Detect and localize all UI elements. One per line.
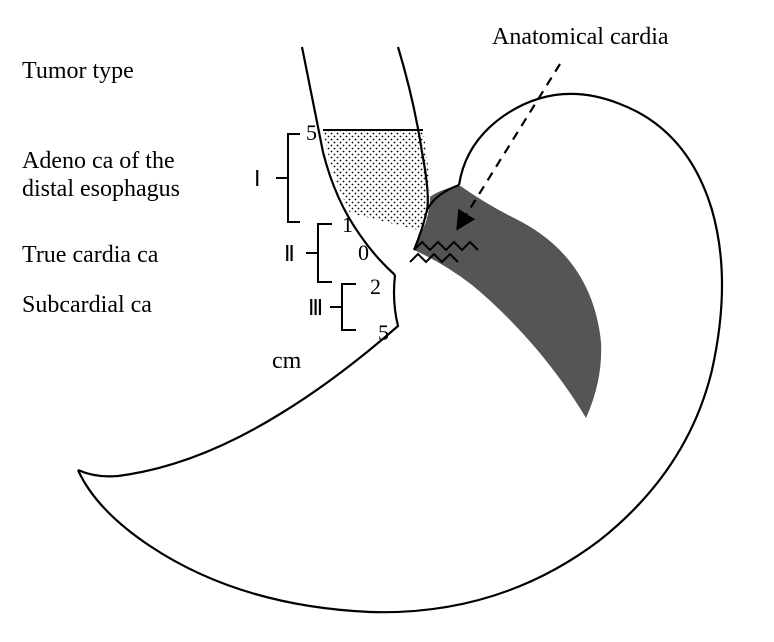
roman-3: Ⅲ bbox=[308, 295, 323, 320]
type-1-label: Adeno ca of the distal esophagus bbox=[22, 148, 181, 202]
tick-0: 0 bbox=[358, 240, 369, 265]
bracket-type-2 bbox=[306, 224, 332, 282]
tumor-type-header: Tumor type bbox=[22, 58, 134, 84]
roman-1: Ⅰ bbox=[254, 166, 261, 191]
region-shaded-lesser-curve bbox=[414, 185, 601, 418]
tick-5-below: 5 bbox=[378, 320, 389, 345]
tick-1: 1 bbox=[342, 212, 353, 237]
tick-2: 2 bbox=[370, 274, 381, 299]
region-type-1 bbox=[323, 130, 430, 231]
tick-5-above: 5 bbox=[306, 120, 317, 145]
units-label: cm bbox=[272, 348, 302, 374]
bracket-type-1 bbox=[276, 134, 300, 222]
roman-2: Ⅱ bbox=[284, 241, 295, 266]
anatomical-cardia-label: Anatomical cardia bbox=[492, 24, 669, 50]
type-3-label: Subcardial ca bbox=[22, 292, 152, 318]
type-2-label: True cardia ca bbox=[22, 242, 159, 268]
bracket-type-3 bbox=[330, 284, 356, 330]
